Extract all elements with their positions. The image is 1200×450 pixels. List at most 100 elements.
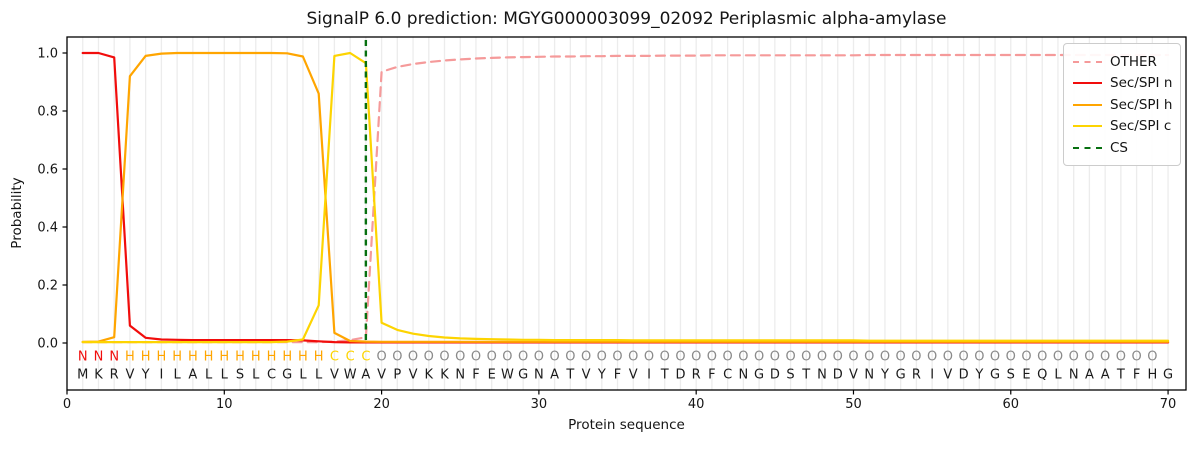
- svg-text:R: R: [110, 368, 119, 383]
- svg-text:W: W: [344, 368, 357, 383]
- legend-label-sec-spi-h: Sec/SPI h: [1110, 96, 1173, 113]
- svg-text:H: H: [314, 350, 324, 365]
- svg-text:Y: Y: [141, 368, 150, 383]
- svg-text:O: O: [565, 350, 575, 365]
- svg-text:N: N: [534, 368, 544, 383]
- svg-text:O: O: [376, 350, 386, 365]
- x-axis-label: Protein sequence: [568, 417, 685, 433]
- svg-text:H: H: [204, 350, 214, 365]
- svg-text:V: V: [377, 368, 386, 383]
- svg-text:O: O: [1021, 350, 1031, 365]
- legend-label-other: OTHER: [1110, 53, 1157, 70]
- svg-text:L: L: [221, 368, 229, 383]
- svg-text:0: 0: [63, 397, 71, 412]
- svg-text:N: N: [78, 350, 88, 365]
- svg-text:G: G: [990, 368, 1000, 383]
- svg-text:C: C: [330, 350, 339, 365]
- gridlines: [82, 37, 1169, 390]
- svg-text:E: E: [1022, 368, 1030, 383]
- svg-text:K: K: [425, 368, 434, 383]
- svg-text:V: V: [849, 368, 858, 383]
- legend-label-cs: CS: [1110, 139, 1128, 156]
- svg-text:A: A: [550, 368, 559, 383]
- svg-text:O: O: [880, 350, 890, 365]
- svg-text:O: O: [754, 350, 764, 365]
- svg-text:F: F: [614, 368, 621, 383]
- svg-text:O: O: [1147, 350, 1157, 365]
- legend-item-sec-spi-h: Sec/SPI h: [1064, 94, 1180, 116]
- svg-text:H: H: [156, 350, 166, 365]
- svg-text:O: O: [471, 350, 481, 365]
- svg-text:N: N: [817, 368, 827, 383]
- svg-text:60: 60: [1002, 397, 1019, 412]
- legend-item-cs: CS: [1064, 137, 1180, 159]
- svg-text:O: O: [597, 350, 607, 365]
- svg-text:D: D: [833, 368, 843, 383]
- svg-text:A: A: [361, 368, 370, 383]
- svg-text:O: O: [581, 350, 591, 365]
- svg-text:O: O: [534, 350, 544, 365]
- svg-text:10: 10: [216, 397, 233, 412]
- svg-text:O: O: [1084, 350, 1094, 365]
- svg-text:W: W: [501, 368, 514, 383]
- svg-text:H: H: [125, 350, 135, 365]
- svg-text:O: O: [1006, 350, 1016, 365]
- svg-text:T: T: [660, 368, 669, 383]
- svg-text:0.2: 0.2: [37, 279, 58, 294]
- svg-text:A: A: [188, 368, 197, 383]
- svg-text:O: O: [1053, 350, 1063, 365]
- legend-item-other: OTHER: [1064, 51, 1180, 73]
- svg-text:N: N: [94, 350, 104, 365]
- svg-text:O: O: [833, 350, 843, 365]
- sec-spi-h-line-sample-icon: [1073, 103, 1102, 106]
- svg-text:H: H: [188, 350, 198, 365]
- svg-text:O: O: [1037, 350, 1047, 365]
- svg-text:R: R: [692, 368, 701, 383]
- svg-text:20: 20: [373, 397, 390, 412]
- svg-text:L: L: [205, 368, 213, 383]
- svg-text:O: O: [691, 350, 701, 365]
- svg-text:S: S: [236, 368, 244, 383]
- svg-text:O: O: [660, 350, 670, 365]
- cs-line-sample-icon: [1073, 146, 1102, 149]
- legend-label-sec-spi-c: Sec/SPI c: [1110, 118, 1172, 135]
- series-line-other: [81, 53, 1170, 344]
- svg-text:O: O: [392, 350, 402, 365]
- svg-text:O: O: [424, 350, 434, 365]
- svg-text:C: C: [361, 350, 370, 365]
- svg-text:L: L: [315, 368, 323, 383]
- svg-text:H: H: [298, 350, 308, 365]
- svg-text:O: O: [502, 350, 512, 365]
- svg-text:H: H: [282, 350, 292, 365]
- svg-text:O: O: [644, 350, 654, 365]
- legend-item-sec-spi-n: Sec/SPI n: [1064, 73, 1180, 95]
- svg-text:O: O: [408, 350, 418, 365]
- svg-text:L: L: [173, 368, 181, 383]
- svg-text:O: O: [770, 350, 780, 365]
- svg-text:T: T: [565, 368, 574, 383]
- svg-text:K: K: [94, 368, 103, 383]
- svg-text:Y: Y: [597, 368, 606, 383]
- svg-text:N: N: [864, 368, 874, 383]
- svg-text:D: D: [770, 368, 780, 383]
- svg-text:I: I: [647, 368, 651, 383]
- svg-text:C: C: [267, 368, 276, 383]
- svg-text:O: O: [785, 350, 795, 365]
- svg-text:O: O: [487, 350, 497, 365]
- svg-text:O: O: [801, 350, 811, 365]
- svg-text:H: H: [235, 350, 245, 365]
- svg-text:F: F: [472, 368, 479, 383]
- svg-text:N: N: [739, 368, 749, 383]
- other-line-sample-icon: [1073, 60, 1102, 63]
- svg-text:1.0: 1.0: [37, 47, 58, 62]
- svg-text:H: H: [1147, 368, 1157, 383]
- svg-text:O: O: [958, 350, 968, 365]
- svg-text:V: V: [943, 368, 952, 383]
- svg-text:O: O: [549, 350, 559, 365]
- svg-text:T: T: [801, 368, 810, 383]
- svg-text:R: R: [912, 368, 921, 383]
- svg-text:O: O: [864, 350, 874, 365]
- svg-text:A: A: [1101, 368, 1110, 383]
